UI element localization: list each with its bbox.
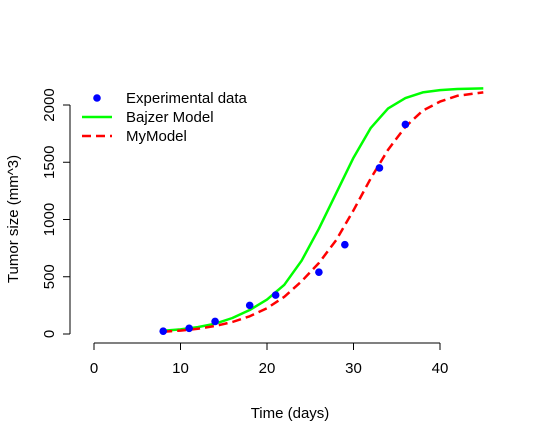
y-tick-label: 500 xyxy=(41,264,58,289)
y-tick-label: 2000 xyxy=(41,88,58,121)
data-point xyxy=(159,327,167,335)
y-tick-label: 1500 xyxy=(41,146,58,179)
data-point xyxy=(401,120,410,129)
x-tick-label: 10 xyxy=(172,360,189,377)
y-tick-label: 1000 xyxy=(41,203,58,236)
legend: Experimental data Bajzer Model MyModel xyxy=(82,90,248,145)
data-point xyxy=(211,317,219,326)
legend-label: MyModel xyxy=(126,128,187,145)
data-point xyxy=(341,240,349,249)
data-point xyxy=(315,268,323,276)
x-ticks: 0 10 20 30 40 xyxy=(90,343,449,377)
y-tick-label: 0 xyxy=(41,330,58,338)
y-axis: 0 500 1000 1500 2000 xyxy=(41,88,71,338)
x-axis-label: Time (days) xyxy=(251,405,330,422)
data-point xyxy=(375,164,384,172)
series-layer xyxy=(159,87,484,335)
data-point xyxy=(185,324,193,333)
x-tick-label: 0 xyxy=(90,360,98,377)
legend-marker xyxy=(93,94,101,102)
data-point xyxy=(245,301,254,310)
legend-label: Experimental data xyxy=(126,90,248,107)
y-axis-label: Tumor size (mm^3) xyxy=(5,155,22,283)
legend-label: Bajzer Model xyxy=(126,109,214,126)
x-tick-label: 20 xyxy=(259,360,276,377)
x-tick-label: 40 xyxy=(432,360,449,377)
x-tick-label: 30 xyxy=(345,360,362,377)
data-point xyxy=(271,291,280,299)
x-axis: 0 10 20 30 40 xyxy=(90,342,449,377)
y-ticks: 0 500 1000 1500 2000 xyxy=(41,88,70,338)
series-line-mymodel xyxy=(163,91,484,333)
